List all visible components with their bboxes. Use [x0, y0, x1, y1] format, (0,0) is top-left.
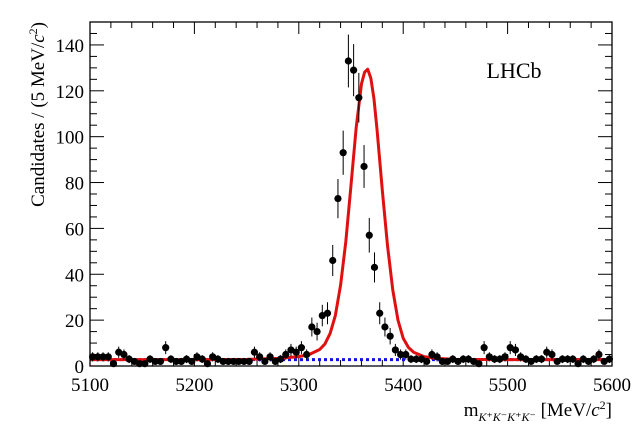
data-point	[323, 309, 332, 317]
y-tick-label: 0	[75, 357, 85, 378]
data-point	[391, 346, 399, 354]
plot-frame	[89, 21, 613, 367]
data-point	[339, 149, 347, 157]
data-point	[480, 344, 488, 352]
data-point	[104, 353, 112, 361]
data-point	[276, 355, 285, 363]
x-axis-title-unit-suffix: ]	[606, 400, 612, 421]
data-point	[355, 94, 363, 102]
data-point	[490, 355, 499, 363]
data-point	[261, 357, 269, 366]
data-point	[99, 353, 107, 361]
data-point	[350, 66, 358, 74]
data-point	[407, 355, 415, 363]
data-point	[308, 323, 316, 331]
data-point	[569, 355, 577, 363]
data-point	[386, 332, 394, 340]
data-point	[172, 357, 180, 366]
data-point	[250, 348, 259, 356]
experiment-label: LHCb	[487, 58, 542, 83]
data-point	[329, 256, 337, 265]
y-tick-label: 140	[56, 36, 85, 57]
data-point	[156, 357, 165, 366]
data-point	[240, 357, 248, 366]
y-tick-label: 40	[65, 265, 84, 286]
data-point	[94, 353, 102, 361]
data-point	[120, 350, 128, 359]
x-axis-title-unit-prefix: [MeV/	[536, 400, 592, 421]
data-point	[558, 355, 567, 363]
x-tick-label: 5600	[593, 375, 631, 396]
data-point	[245, 357, 253, 366]
data-point	[297, 344, 306, 352]
data-point	[376, 309, 384, 317]
x-tick-label: 5200	[175, 375, 213, 396]
plot-area	[89, 34, 613, 368]
data-point	[188, 357, 196, 366]
data-point	[303, 350, 311, 359]
data-point	[438, 357, 446, 366]
data-point	[365, 231, 373, 239]
data-point	[381, 323, 389, 331]
data-point	[595, 350, 603, 359]
x-tick-label: 5100	[71, 375, 109, 396]
y-tick-label: 100	[56, 128, 85, 149]
data-point	[313, 328, 321, 336]
data-point	[590, 355, 598, 363]
x-axis-title-sub: K⁺K⁻K⁺K⁻	[477, 410, 535, 424]
data-point	[564, 355, 572, 363]
data-point	[537, 355, 546, 363]
data-point	[151, 357, 159, 366]
data-point	[219, 357, 227, 366]
data-point	[511, 346, 520, 354]
data-point	[292, 348, 300, 356]
x-axis-title-unit-exp: 2	[600, 398, 606, 412]
data-point	[412, 355, 420, 363]
data-point	[235, 357, 243, 366]
data-point	[548, 350, 556, 359]
data-point	[360, 162, 368, 171]
data-point	[344, 57, 352, 65]
y-axis-title-var: c	[28, 34, 49, 43]
data-point	[423, 357, 431, 366]
x-tick-label: 5300	[280, 375, 318, 396]
tick-labels: 5100 5200 5300 5400 5500 5600 0 20 40 60 80 100 120 1…	[56, 36, 632, 396]
data-point	[162, 344, 170, 352]
y-tick-label: 80	[65, 174, 84, 195]
y-axis-title: Candidates / (5 MeV/c2)	[26, 22, 49, 207]
data-point	[198, 355, 206, 363]
data-point	[89, 353, 97, 361]
data-point	[396, 350, 405, 359]
data-point	[229, 357, 238, 366]
data-point	[256, 353, 264, 361]
data-point	[402, 350, 410, 359]
y-axis-title-exp: 2	[26, 28, 40, 34]
x-tick-label: 5500	[489, 375, 527, 396]
data-point	[370, 263, 379, 271]
y-tick-label: 60	[65, 219, 84, 240]
y-axis-title-suffix: )	[28, 22, 49, 28]
x-tick-label: 5400	[384, 375, 422, 396]
y-tick-label: 120	[56, 82, 85, 103]
data-point	[605, 355, 613, 363]
x-axis-title-unit-var: c	[591, 400, 600, 421]
data-point	[334, 194, 342, 203]
x-axis-title: mK⁺K⁻K⁺K⁻ [MeV/c2]	[464, 398, 612, 424]
data-point	[433, 353, 441, 361]
data-point	[266, 353, 274, 361]
data-point	[501, 353, 509, 361]
data-point	[224, 357, 232, 366]
y-tick-label: 20	[65, 311, 84, 332]
data-point	[532, 355, 540, 363]
data-point	[282, 350, 290, 359]
y-axis-title-prefix: Candidates / (5 MeV/	[28, 42, 49, 207]
x-axis-title-var: m	[464, 400, 479, 421]
data-point	[459, 355, 467, 363]
